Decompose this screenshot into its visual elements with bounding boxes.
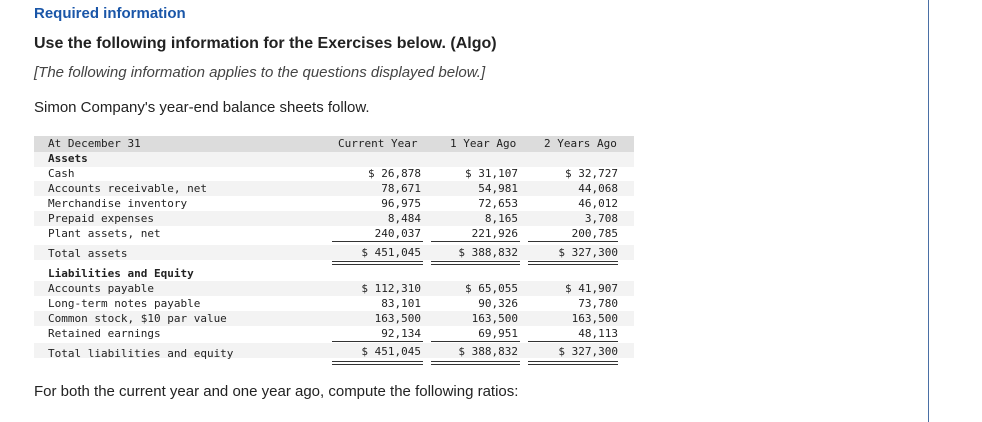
row-label: Accounts payable xyxy=(48,282,154,295)
panel-divider xyxy=(928,0,929,422)
exercise-instructions: Use the following information for the Ex… xyxy=(34,35,497,52)
row-value: 200,785 xyxy=(571,227,618,240)
subtotal-underline xyxy=(528,341,618,342)
row-value: 221,926 xyxy=(471,227,518,240)
row-label: Accounts receivable, net xyxy=(48,182,207,195)
row-value: $ 388,832 xyxy=(458,345,518,358)
row-stripe xyxy=(34,281,634,296)
row-value: 44,068 xyxy=(578,182,618,195)
balance-sheet-table: At December 31 Current Year 1 Year Ago 2… xyxy=(34,136,634,368)
row-label: Common stock, $10 par value xyxy=(48,312,227,325)
row-label: Plant assets, net xyxy=(48,227,161,240)
column-header: 2 Years Ago xyxy=(544,137,617,150)
subtotal-underline xyxy=(332,241,423,242)
row-value: 163,500 xyxy=(374,312,421,325)
row-value: $ 451,045 xyxy=(361,246,421,259)
table-header-row: At December 31 Current Year 1 Year Ago 2… xyxy=(34,136,634,152)
row-value: 46,012 xyxy=(578,197,618,210)
row-value: 48,113 xyxy=(578,327,618,340)
total-double-underline xyxy=(528,361,618,365)
row-stripe xyxy=(34,211,634,226)
row-stripe xyxy=(34,311,634,326)
row-label: Prepaid expenses xyxy=(48,212,154,225)
row-stripe xyxy=(34,152,634,167)
row-value: 73,780 xyxy=(578,297,618,310)
row-value: $ 32,727 xyxy=(565,167,618,180)
row-value: 163,500 xyxy=(471,312,518,325)
row-value: 8,165 xyxy=(484,212,518,225)
header-label: At December 31 xyxy=(48,137,141,150)
row-label: Long-term notes payable xyxy=(48,297,201,310)
assets-heading: Assets xyxy=(48,152,88,165)
row-value: 69,951 xyxy=(478,327,518,340)
row-value: $ 26,878 xyxy=(368,167,421,180)
row-value: 96,975 xyxy=(381,197,421,210)
row-value: $ 41,907 xyxy=(565,282,618,295)
row-value: 163,500 xyxy=(571,312,618,325)
row-value: $ 327,300 xyxy=(558,345,618,358)
row-value: 54,981 xyxy=(478,182,518,195)
row-stripe xyxy=(34,181,634,196)
row-value: $ 451,045 xyxy=(361,345,421,358)
subtotal-underline xyxy=(431,341,520,342)
total-double-underline xyxy=(332,261,423,265)
subtotal-underline xyxy=(528,241,618,242)
row-label: Retained earnings xyxy=(48,327,161,340)
required-information-heading: Required information xyxy=(34,5,186,22)
row-label: Cash xyxy=(48,167,75,180)
row-value: 3,708 xyxy=(584,212,618,225)
row-value: 92,134 xyxy=(381,327,421,340)
row-label: Total assets xyxy=(48,247,128,260)
total-double-underline xyxy=(431,361,520,365)
footer-instruction: For both the current year and one year a… xyxy=(34,383,519,400)
row-value: 72,653 xyxy=(478,197,518,210)
row-value: 90,326 xyxy=(478,297,518,310)
row-value: 78,671 xyxy=(381,182,421,195)
subtotal-underline xyxy=(431,241,520,242)
row-stripe xyxy=(34,343,634,358)
row-value: $ 112,310 xyxy=(361,282,421,295)
row-value: $ 31,107 xyxy=(465,167,518,180)
row-value: $ 65,055 xyxy=(465,282,518,295)
row-value: 8,484 xyxy=(387,212,421,225)
row-value: 240,037 xyxy=(374,227,421,240)
subtotal-underline xyxy=(332,341,423,342)
total-double-underline xyxy=(528,261,618,265)
applies-note: [The following information applies to th… xyxy=(34,64,486,81)
liabilities-heading: Liabilities and Equity xyxy=(48,267,194,280)
intro-text: Simon Company's year-end balance sheets … xyxy=(34,99,370,116)
column-header: 1 Year Ago xyxy=(450,137,517,150)
row-stripe xyxy=(34,245,634,260)
row-value: $ 388,832 xyxy=(458,246,518,259)
row-label: Total liabilities and equity xyxy=(48,347,234,360)
total-double-underline xyxy=(431,261,520,265)
total-double-underline xyxy=(332,361,423,365)
row-label: Merchandise inventory xyxy=(48,197,188,210)
row-value: $ 327,300 xyxy=(558,246,618,259)
row-value: 83,101 xyxy=(381,297,421,310)
column-header: Current Year xyxy=(338,137,418,150)
